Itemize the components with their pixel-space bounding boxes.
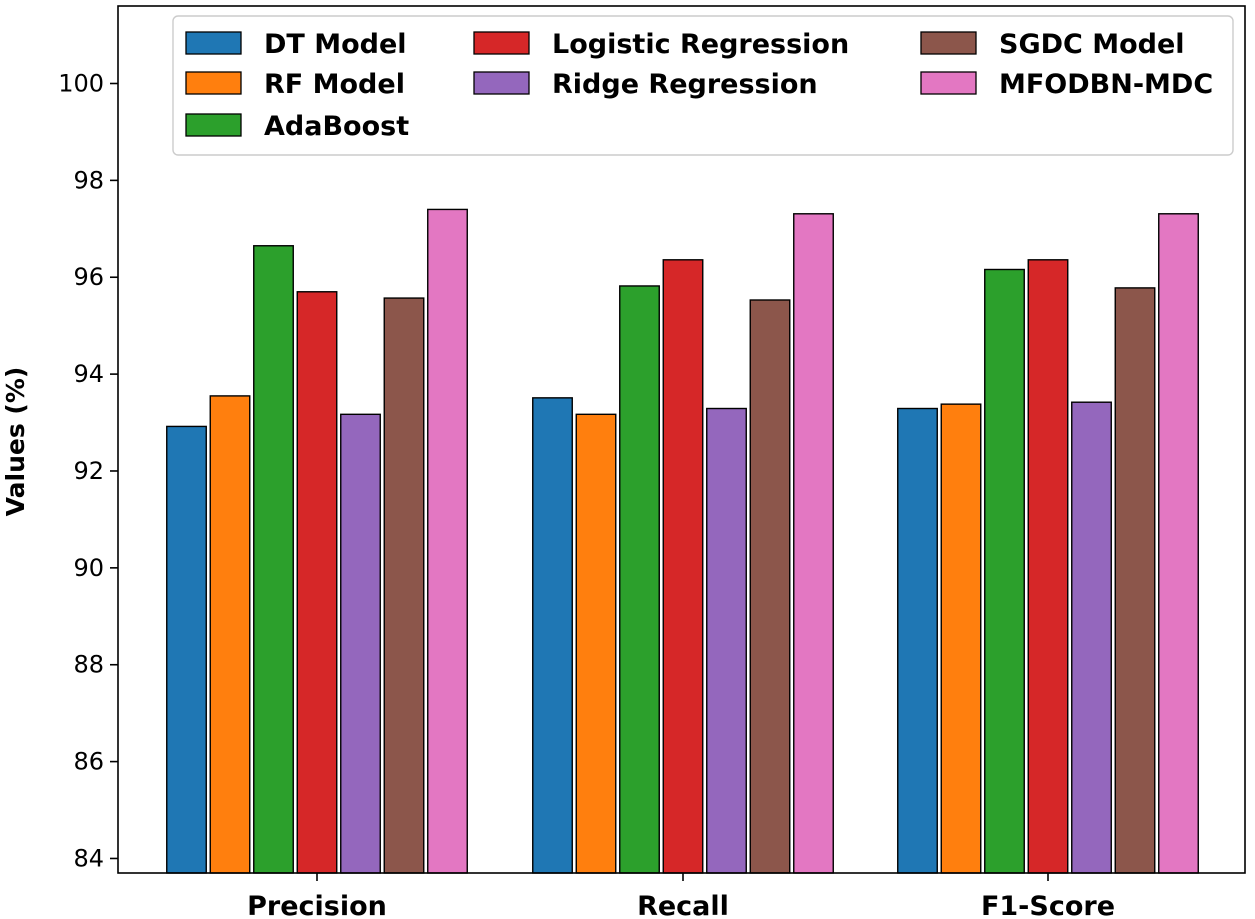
y-tick-label: 88 — [73, 651, 104, 679]
legend-swatch — [473, 31, 530, 55]
legend-swatch — [920, 31, 977, 55]
bar-0-0 — [166, 425, 207, 874]
bar-1-4 — [706, 407, 747, 874]
bar-0-3 — [296, 291, 338, 874]
y-tick-label: 94 — [73, 360, 104, 388]
bar-0-2 — [253, 245, 294, 874]
bar-2-1 — [940, 403, 982, 874]
y-tick-label: 96 — [73, 263, 104, 291]
bar-2-2 — [984, 268, 1025, 874]
x-tick-label: F1-Score — [981, 891, 1115, 919]
x-axis: Precision Recall F1-Score — [247, 873, 1115, 919]
legend-label: AdaBoost — [264, 111, 409, 142]
bar-1-2 — [619, 285, 660, 874]
legend-swatch — [185, 31, 242, 55]
y-tick-label: 86 — [73, 748, 104, 776]
bar-1-5 — [749, 299, 791, 874]
bar-2-0 — [897, 407, 938, 874]
bar-0-6 — [427, 208, 468, 874]
legend: DT Model RF Model AdaBoost Logistic Regress… — [172, 15, 1234, 156]
bar-1-0 — [532, 397, 573, 874]
y-tick-label: 90 — [73, 554, 104, 582]
bar-1-3 — [662, 259, 704, 874]
plot-frame — [117, 5, 1246, 874]
bar-0-4 — [340, 413, 381, 874]
bar-2-4 — [1071, 401, 1112, 874]
legend-label: Logistic Regression — [552, 29, 849, 60]
legend-label: MFODBN-MDC — [999, 69, 1213, 100]
y-tick-label: 100 — [58, 69, 104, 97]
y-axis: 84 86 88 90 92 94 96 98 100 — [58, 69, 118, 872]
y-tick-label: 84 — [73, 844, 104, 872]
y-tick-label: 92 — [73, 457, 104, 485]
legend-swatch — [920, 71, 977, 95]
y-axis-title: Values (%) — [1, 367, 30, 517]
legend-label: RF Model — [264, 69, 405, 100]
legend-swatch — [185, 113, 242, 137]
bar-0-1 — [209, 395, 251, 874]
legend-label: DT Model — [264, 29, 407, 60]
legend-label: SGDC Model — [999, 29, 1185, 60]
bar-2-3 — [1027, 259, 1069, 874]
x-tick-label: Precision — [247, 891, 387, 919]
bars-group — [166, 208, 1199, 874]
legend-label: Ridge Regression — [552, 69, 818, 100]
bar-1-6 — [793, 213, 834, 874]
x-tick-label: Recall — [637, 891, 729, 919]
bar-0-5 — [383, 297, 425, 874]
legend-swatch — [185, 71, 242, 95]
bar-1-1 — [575, 413, 617, 874]
bar-2-6 — [1158, 213, 1199, 874]
bar-2-5 — [1114, 287, 1156, 874]
y-tick-label: 98 — [73, 166, 104, 194]
legend-swatch — [473, 71, 530, 95]
